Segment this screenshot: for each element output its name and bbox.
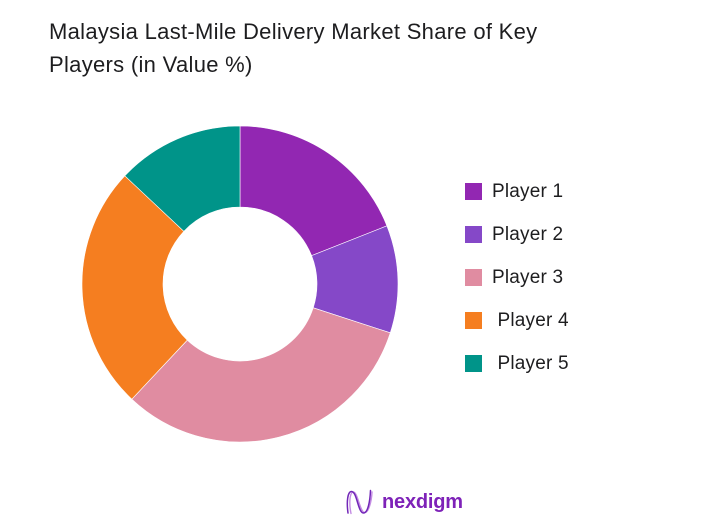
legend-swatch-player-1 <box>465 183 482 200</box>
legend-item-player-5: Player 5 <box>465 352 569 374</box>
nexdigm-logo-icon <box>346 489 373 515</box>
footer-logo: nexdigm <box>344 486 463 518</box>
donut-segment-player-3 <box>131 307 391 442</box>
legend-swatch-player-2 <box>465 226 482 243</box>
chart-title-line2: Players (in Value %) <box>49 52 253 77</box>
legend-label-player-3: Player 3 <box>492 266 564 288</box>
legend-item-player-2: Player 2 <box>465 223 569 245</box>
chart-legend: Player 1 Player 2 Player 3 Player 4 Play… <box>465 180 569 398</box>
legend-swatch-player-4 <box>465 312 482 329</box>
legend-item-player-1: Player 1 <box>465 180 569 202</box>
legend-label-player-2: Player 2 <box>492 223 564 245</box>
donut-chart <box>82 126 398 442</box>
chart-title-line1: Malaysia Last-Mile Delivery Market Share… <box>49 19 538 44</box>
legend-item-player-3: Player 3 <box>465 266 569 288</box>
legend-item-player-4: Player 4 <box>465 309 569 331</box>
legend-swatch-player-3 <box>465 269 482 286</box>
donut-segment-player-5 <box>124 126 241 232</box>
legend-label-player-1: Player 1 <box>492 180 564 202</box>
legend-label-player-5: Player 5 <box>492 352 569 374</box>
legend-swatch-player-5 <box>465 355 482 372</box>
donut-segment-player-4 <box>82 175 188 400</box>
donut-segment-player-1 <box>239 126 388 257</box>
legend-label-player-4: Player 4 <box>492 309 569 331</box>
chart-title: Malaysia Last-Mile Delivery Market Share… <box>49 15 689 81</box>
nexdigm-logo-text: nexdigm <box>382 490 463 513</box>
